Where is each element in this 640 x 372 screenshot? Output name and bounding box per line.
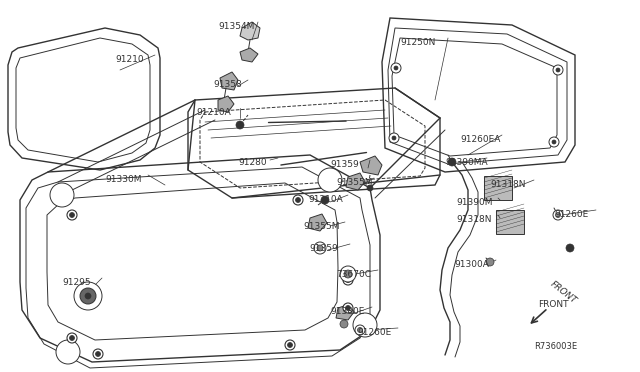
Circle shape: [317, 245, 323, 251]
Polygon shape: [308, 214, 327, 231]
Text: 91359: 91359: [330, 160, 359, 169]
Text: 91210A: 91210A: [308, 195, 343, 204]
Polygon shape: [240, 22, 260, 40]
Text: 91260E: 91260E: [357, 328, 391, 337]
Text: 91318N: 91318N: [456, 215, 492, 224]
Polygon shape: [484, 176, 512, 200]
Circle shape: [344, 270, 352, 278]
Text: 91354M: 91354M: [218, 22, 254, 31]
Text: 91318N: 91318N: [490, 180, 525, 189]
Circle shape: [321, 196, 329, 204]
Circle shape: [346, 305, 351, 311]
Circle shape: [552, 140, 556, 144]
Circle shape: [56, 340, 80, 364]
Text: 91359: 91359: [309, 244, 338, 253]
Polygon shape: [240, 48, 258, 62]
Circle shape: [74, 282, 102, 310]
Polygon shape: [336, 304, 354, 320]
Polygon shape: [346, 173, 365, 190]
Circle shape: [358, 327, 362, 333]
Circle shape: [93, 349, 103, 359]
Polygon shape: [360, 156, 382, 175]
Circle shape: [296, 198, 301, 202]
Text: R736003E: R736003E: [534, 342, 577, 351]
Circle shape: [486, 258, 494, 266]
Text: 91380E: 91380E: [330, 307, 364, 316]
Circle shape: [549, 137, 559, 147]
Polygon shape: [218, 96, 234, 112]
Text: 91355M: 91355M: [336, 178, 372, 187]
Circle shape: [355, 325, 365, 335]
Circle shape: [70, 336, 74, 340]
Circle shape: [394, 66, 398, 70]
Circle shape: [67, 333, 77, 343]
Circle shape: [318, 168, 342, 192]
Polygon shape: [220, 72, 238, 90]
Text: 91390M: 91390M: [456, 198, 493, 207]
Circle shape: [293, 195, 303, 205]
Circle shape: [556, 68, 560, 72]
Text: FRONT: FRONT: [538, 300, 568, 309]
Circle shape: [553, 210, 563, 220]
Circle shape: [67, 210, 77, 220]
Circle shape: [343, 303, 353, 313]
Text: 91250N: 91250N: [400, 38, 435, 47]
Polygon shape: [496, 210, 524, 234]
Text: 91390MA: 91390MA: [445, 158, 488, 167]
Circle shape: [340, 320, 348, 328]
Text: 91330M: 91330M: [105, 175, 141, 184]
Circle shape: [340, 266, 356, 282]
Circle shape: [392, 136, 396, 140]
Text: 91260E: 91260E: [554, 210, 588, 219]
Circle shape: [95, 352, 100, 356]
Text: 73670C: 73670C: [336, 270, 371, 279]
Circle shape: [353, 313, 377, 337]
Circle shape: [70, 212, 74, 218]
Circle shape: [566, 244, 574, 252]
Text: 91260EA: 91260EA: [460, 135, 500, 144]
Circle shape: [346, 278, 351, 282]
Circle shape: [50, 183, 74, 207]
Circle shape: [367, 185, 373, 191]
Circle shape: [285, 340, 295, 350]
Text: FRONT: FRONT: [549, 280, 579, 306]
Text: 91210: 91210: [115, 55, 143, 64]
Circle shape: [314, 242, 326, 254]
Text: 91300A: 91300A: [454, 260, 489, 269]
Text: 91295: 91295: [62, 278, 91, 287]
Text: 91358: 91358: [213, 80, 242, 89]
Text: 91280: 91280: [238, 158, 267, 167]
Circle shape: [389, 133, 399, 143]
Circle shape: [85, 293, 91, 299]
Circle shape: [556, 212, 561, 218]
Circle shape: [553, 65, 563, 75]
Circle shape: [448, 158, 456, 166]
Text: 91210A: 91210A: [196, 108, 231, 117]
Circle shape: [236, 121, 244, 129]
Circle shape: [287, 343, 292, 347]
Circle shape: [80, 288, 96, 304]
Text: 91355M: 91355M: [303, 222, 339, 231]
Circle shape: [343, 275, 353, 285]
Circle shape: [391, 63, 401, 73]
